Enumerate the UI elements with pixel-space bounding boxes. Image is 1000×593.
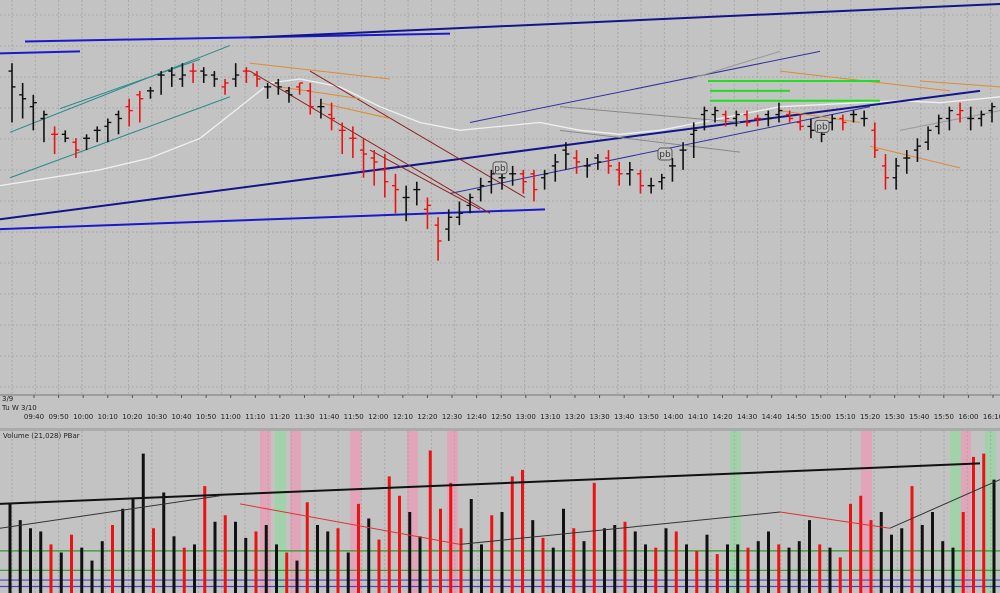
x-tick-label: 12:40 — [467, 413, 487, 421]
x-tick-label: 13:40 — [614, 413, 634, 421]
volume-bars — [8, 450, 996, 593]
x-tick-label: 11:40 — [319, 413, 339, 421]
x-tick-label: 15:50 — [934, 413, 954, 421]
volume-panel-title: Volume (21,028) PBar — [3, 432, 80, 440]
volume-shade-pink — [350, 431, 361, 593]
volume-shade-pink — [260, 431, 271, 593]
trend-line — [309, 70, 526, 198]
x-tick-label: 13:50 — [639, 413, 659, 421]
volume-shade-pink — [290, 431, 301, 593]
x-tick-label: 10:40 — [171, 413, 191, 421]
trend-line — [469, 50, 821, 123]
date-bottom-label: Tu W 3/10 — [1, 404, 37, 412]
panel-divider[interactable] — [0, 428, 1000, 431]
pb-marker-label: pb — [659, 150, 671, 160]
pb-marker-label: pb — [816, 122, 828, 132]
trend-line — [869, 145, 961, 169]
pb-markers: pb pb pb — [492, 119, 830, 175]
trend-line — [919, 80, 1000, 88]
x-tick-label: 10:20 — [122, 413, 142, 421]
x-tick-label: 12:20 — [417, 413, 437, 421]
x-tick-label: 14:30 — [737, 413, 757, 421]
trend-line — [249, 2, 1000, 39]
moving-average-line — [0, 78, 1000, 187]
trend-line — [369, 149, 481, 210]
volume-trend-line — [0, 462, 981, 505]
x-tick-label: 15:40 — [909, 413, 929, 421]
x-tick-label: 11:10 — [245, 413, 265, 421]
x-tick-label: 15:20 — [860, 413, 880, 421]
volume-shade-green — [730, 431, 741, 593]
pb-marker-box — [657, 147, 673, 161]
x-tick-label: 12:30 — [442, 413, 462, 421]
pb-marker-label: pb — [494, 164, 506, 174]
trend-line — [9, 44, 231, 133]
x-tick-label: 15:10 — [835, 413, 855, 421]
volume-shade-green — [275, 431, 286, 593]
volume-trend-line — [0, 495, 221, 529]
trend-line — [0, 208, 546, 231]
x-tick-label: 12:00 — [368, 413, 388, 421]
volume-trend-line — [779, 511, 891, 529]
trend-line — [0, 89, 981, 221]
x-tick-labels: 09:40 09:50 10:00 10:10 10:20 10:30 10:40 10:50… — [24, 395, 1000, 421]
volume-shade-pink — [447, 431, 458, 593]
x-tick-label: 14:40 — [762, 413, 782, 421]
x-tick-label: 11:50 — [344, 413, 364, 421]
volume-trend-line — [889, 479, 1000, 529]
volume-trend-lines — [0, 462, 1000, 545]
x-tick-label: 13:00 — [516, 413, 536, 421]
x-tick-label: 09:50 — [48, 413, 68, 421]
x-tick-label: 14:10 — [688, 413, 708, 421]
trend-line — [24, 32, 451, 43]
x-tick-label: 10:30 — [147, 413, 167, 421]
x-tick-label: 11:00 — [221, 413, 241, 421]
trend-line — [0, 50, 81, 55]
x-tick-label: 14:50 — [786, 413, 806, 421]
x-tick-label: 11:20 — [270, 413, 290, 421]
x-tick-label: 12:10 — [393, 413, 413, 421]
volume-trend-line — [459, 511, 781, 545]
x-tick-label: 13:20 — [565, 413, 585, 421]
x-tick-label: 11:30 — [294, 413, 314, 421]
x-tick-label: 16:00 — [958, 413, 978, 421]
volume-trend-line — [239, 503, 461, 545]
time-axis-band — [0, 395, 1000, 430]
trend-line — [689, 50, 781, 80]
x-tick-label: 15:30 — [885, 413, 905, 421]
x-tick-label: 09:40 — [24, 413, 44, 421]
volume-shade-pink — [407, 431, 418, 593]
volume-shade-pink — [960, 431, 971, 593]
trend-line — [779, 110, 861, 123]
price-bars — [8, 63, 996, 261]
price-trend-lines — [0, 2, 1000, 231]
x-tick-label: 10:50 — [196, 413, 216, 421]
trend-line — [59, 58, 201, 110]
date-top-label: 3/9 — [2, 395, 13, 403]
volume-shade-green — [950, 431, 961, 593]
x-tick-label: 13:30 — [589, 413, 609, 421]
trend-line — [9, 96, 231, 179]
x-tick-label: 13:10 — [540, 413, 560, 421]
x-tick-label: 12:50 — [491, 413, 511, 421]
x-tick-label: 10:10 — [98, 413, 118, 421]
x-tick-label: 14:00 — [663, 413, 683, 421]
pb-marker-box — [492, 161, 508, 175]
volume-shade-pink — [861, 431, 872, 593]
trend-line — [559, 129, 741, 153]
pb-marker-box — [814, 119, 830, 133]
x-tick-label: 15:00 — [811, 413, 831, 421]
x-tick-label: 16:10 — [983, 413, 1000, 421]
x-tick-label: 10:00 — [73, 413, 93, 421]
trend-line — [279, 86, 361, 100]
trend-line — [249, 62, 391, 80]
trend-line — [559, 106, 741, 123]
x-tick-label: 14:20 — [712, 413, 732, 421]
price-grid — [0, 0, 1000, 395]
